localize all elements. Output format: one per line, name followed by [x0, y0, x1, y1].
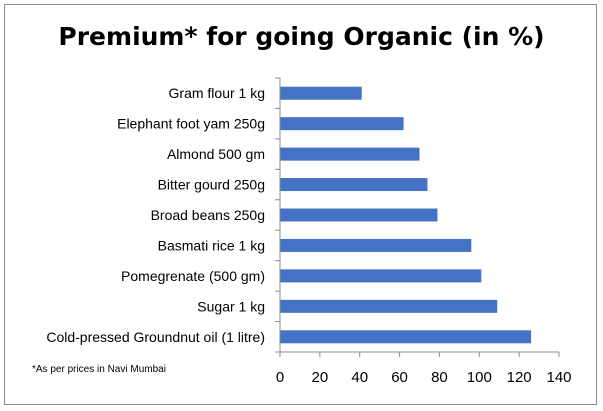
category-label: Bitter gourd 250g	[158, 177, 265, 193]
category-label: Almond 500 gm	[167, 146, 265, 162]
bar	[280, 147, 420, 161]
category-label: Broad beans 250g	[151, 207, 265, 223]
bar	[280, 299, 498, 313]
x-tick-label: 140	[546, 369, 571, 386]
category-label: Basmati rice 1 kg	[158, 237, 265, 253]
bar	[280, 238, 472, 252]
x-tick-label: 80	[431, 369, 448, 386]
x-tick-label: 40	[351, 369, 368, 386]
x-tick-label: 60	[391, 369, 408, 386]
bar	[280, 330, 532, 344]
x-tick-label: 120	[507, 369, 532, 386]
category-label: Pomegrenate (500 gm)	[121, 268, 265, 284]
category-label: Gram flour 1 kg	[169, 85, 265, 101]
footnote: *As per prices in Navi Mumbai	[32, 364, 166, 375]
x-tick-label: 0	[276, 369, 284, 386]
category-label: Cold-pressed Groundnut oil (1 litre)	[46, 329, 265, 345]
category-labels: Gram flour 1 kg Elephant foot yam 250g Alm…	[46, 85, 265, 345]
chart-title: Premium* for going Organic (in %)	[58, 22, 545, 51]
bar	[280, 269, 482, 283]
bar	[280, 178, 428, 192]
x-axis: 0 20 40 60 80 100 120 140	[275, 77, 572, 386]
x-tick-label: 20	[312, 369, 329, 386]
bar	[280, 86, 362, 100]
category-label: Elephant foot yam 250g	[117, 116, 265, 132]
bar	[280, 208, 438, 222]
bar	[280, 117, 404, 131]
category-label: Sugar 1 kg	[197, 298, 265, 314]
x-tick-label: 100	[467, 369, 492, 386]
bars-group	[280, 86, 532, 344]
